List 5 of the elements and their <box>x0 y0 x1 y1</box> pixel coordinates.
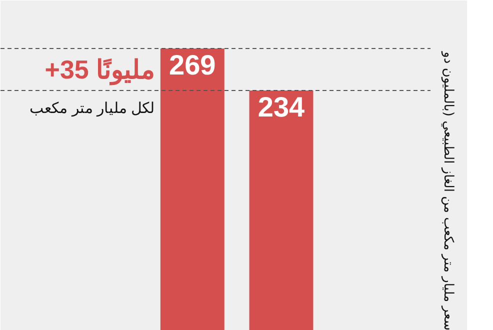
text: سعر مليار متر مكعب من الغاز الطبيعي (بالمليون دو <box>440 50 456 330</box>
data-label: 234 <box>258 92 306 122</box>
annotation: لكل مليار متر مكعب <box>30 100 156 117</box>
data-label: 269 <box>169 50 216 80</box>
annotation: +35 مليونًا <box>44 54 156 86</box>
